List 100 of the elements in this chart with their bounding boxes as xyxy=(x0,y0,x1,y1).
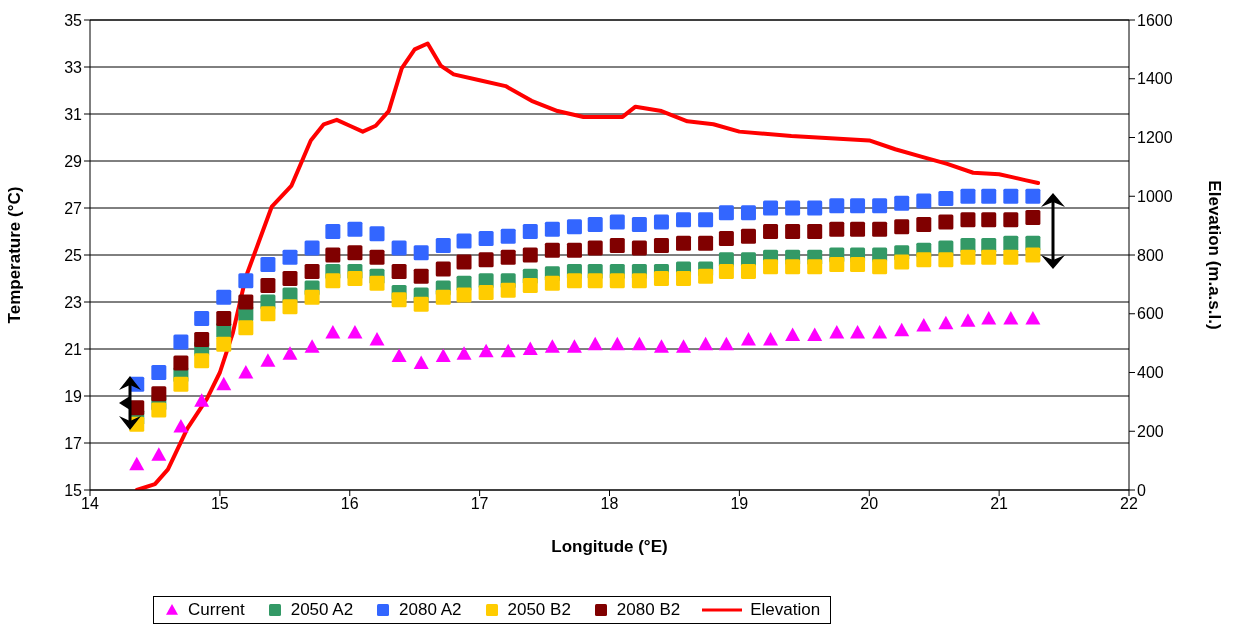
point xyxy=(916,193,932,209)
x-tick-label: 15 xyxy=(210,495,229,513)
point xyxy=(238,294,254,310)
point xyxy=(653,339,669,353)
point xyxy=(807,259,823,275)
point xyxy=(1025,188,1041,204)
point xyxy=(500,228,516,244)
point xyxy=(347,245,363,261)
point xyxy=(763,259,779,275)
y-tick-label: 15 xyxy=(64,481,83,499)
point xyxy=(194,393,210,407)
point xyxy=(369,275,385,291)
point xyxy=(325,247,341,263)
point xyxy=(894,219,910,235)
point xyxy=(916,216,932,232)
y-tick-label: 31 xyxy=(64,105,83,123)
point xyxy=(260,256,276,272)
line-series xyxy=(134,41,1041,490)
point xyxy=(872,221,888,237)
point xyxy=(369,249,385,265)
legend-label: Current xyxy=(188,600,245,620)
point xyxy=(304,289,320,305)
point xyxy=(763,200,779,216)
point xyxy=(960,212,976,228)
point xyxy=(544,242,560,258)
point xyxy=(938,252,954,268)
point xyxy=(894,322,910,337)
point xyxy=(173,355,189,371)
point xyxy=(216,376,232,391)
point xyxy=(981,249,997,265)
point xyxy=(698,235,714,251)
point xyxy=(151,402,167,418)
point xyxy=(676,339,692,353)
point xyxy=(304,240,320,256)
point xyxy=(587,273,603,289)
point xyxy=(916,318,932,332)
point xyxy=(478,343,494,358)
x-tick-label: 18 xyxy=(600,495,619,513)
legend-label: Elevation xyxy=(750,600,821,620)
point xyxy=(500,249,516,265)
point xyxy=(413,355,429,370)
point xyxy=(151,447,167,461)
point xyxy=(566,242,582,258)
point xyxy=(872,259,888,275)
point xyxy=(522,341,538,355)
x-tick-label: 22 xyxy=(1120,495,1138,513)
point xyxy=(500,343,516,358)
point xyxy=(151,386,167,402)
point xyxy=(566,219,582,235)
point xyxy=(347,221,363,237)
point xyxy=(872,325,888,339)
point xyxy=(960,188,976,204)
point xyxy=(435,289,451,305)
point xyxy=(413,296,429,312)
point xyxy=(566,273,582,289)
y2-tick-label: 800 xyxy=(1137,246,1164,264)
y2-tick-label: 1400 xyxy=(1137,70,1173,88)
point xyxy=(807,327,823,341)
point xyxy=(740,263,756,279)
point xyxy=(981,310,997,325)
point xyxy=(282,299,298,315)
y2-tick-label: 0 xyxy=(1137,481,1146,499)
y2-axis-title: Elevation (m.a.s.l.) xyxy=(1204,180,1224,330)
point xyxy=(456,254,472,270)
point xyxy=(587,240,603,256)
y-tick-label: 23 xyxy=(64,293,83,311)
point xyxy=(631,273,647,289)
point xyxy=(1003,212,1019,228)
point xyxy=(785,224,801,239)
x-tick-label: 19 xyxy=(730,495,749,513)
point xyxy=(740,228,756,244)
point xyxy=(676,271,692,286)
point xyxy=(413,245,429,261)
point xyxy=(609,336,625,351)
point xyxy=(304,339,320,353)
point xyxy=(544,339,560,353)
point xyxy=(238,365,254,379)
point xyxy=(872,198,888,214)
point xyxy=(478,285,494,301)
point xyxy=(938,315,954,330)
point xyxy=(544,275,560,291)
y2-tick-label: 1000 xyxy=(1137,187,1173,205)
y-axis-title: Temperature (°C) xyxy=(5,186,25,324)
point xyxy=(609,238,625,254)
point xyxy=(413,268,429,284)
point xyxy=(938,214,954,230)
point xyxy=(391,240,407,256)
point xyxy=(653,238,669,254)
point xyxy=(676,235,692,251)
point xyxy=(587,216,603,232)
point xyxy=(391,292,407,308)
y-tick-label: 25 xyxy=(64,246,83,264)
point xyxy=(194,332,210,348)
point xyxy=(960,249,976,265)
legend-label: 2080 B2 xyxy=(616,600,681,620)
y2-tick-label: 1200 xyxy=(1137,129,1173,147)
point xyxy=(1025,310,1041,325)
x-tick-label: 14 xyxy=(81,495,99,513)
point xyxy=(325,224,341,239)
point xyxy=(981,188,997,204)
